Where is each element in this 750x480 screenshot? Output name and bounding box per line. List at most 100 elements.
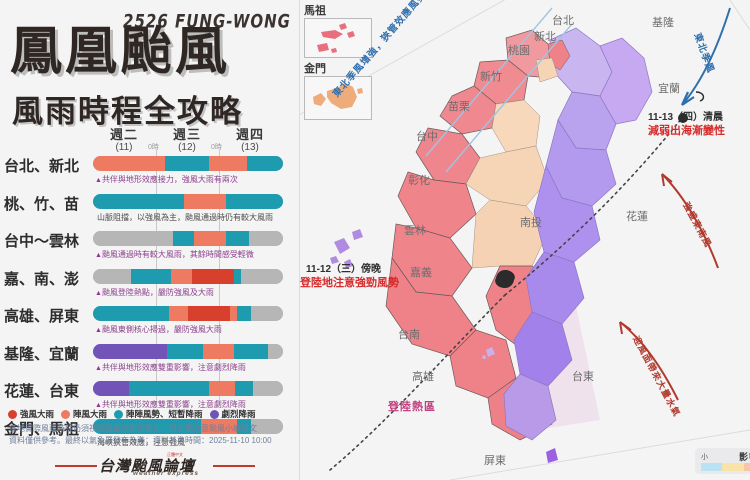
day-number: (13) (241, 142, 259, 153)
severity-segment-breezy-showers (129, 381, 209, 396)
legend-item: 陣風大雨 (61, 408, 107, 420)
severity-segment-none (241, 268, 283, 284)
legend-label: 劇烈降雨 (221, 409, 256, 419)
day-name: 週三 (172, 127, 201, 142)
landfall-text-label: 登陸地注意強勁風勢 (300, 277, 399, 289)
region-label: 基隆、宜蘭 (4, 345, 80, 363)
landfall-zone-label: 登陸熱區 (388, 401, 436, 413)
place-label-nantou: 南投 (520, 217, 542, 229)
midnight-label-1: 0時 (148, 144, 159, 151)
map-panel: 馬祖 金門 台北 (300, 0, 750, 480)
severity-segment-none (267, 343, 283, 359)
exit-text-label: 減弱出海漸變性 (648, 125, 725, 137)
severity-segment-breezy-showers (131, 268, 171, 284)
brand-rule-left (55, 465, 97, 467)
severity-legend: 強風大雨 陣風大雨 陣陣風勢、短暫降雨 劇烈降雨 (8, 408, 296, 420)
impact-ramp-swatch (722, 463, 744, 471)
page-subtitle: 風雨時程全攻略 (12, 94, 243, 130)
severity-segment-breezy-showers (172, 231, 194, 246)
region-note: 山脈阻擋，以強風為主，颱風通過時仍有較大風雨 (97, 212, 273, 222)
region-note: ▲共伴與地形效應接力，強風大雨有兩次 (95, 175, 238, 184)
brand-rule-right (213, 465, 255, 467)
warning-triangle-icon: ▲ (95, 327, 102, 334)
page-title: 鳳凰颱風 (10, 22, 231, 82)
legend-item: 劇烈降雨 (209, 408, 256, 420)
typhoon-exit-spiral (695, 91, 705, 102)
severity-segment-breezy-showers (225, 193, 283, 209)
region-note: ▲共伴與地形效應雙重影響，注意劇烈降雨 (95, 400, 246, 409)
region-note: ▲颱風登陸熱點，嚴防強風及大雨 (95, 287, 214, 297)
legend-color-dot (209, 409, 219, 419)
warning-triangle-icon: ▲ (95, 177, 102, 184)
place-label-changhua: 彰化 (408, 175, 430, 187)
place-label-kaohsiung: 高雄 (412, 371, 434, 383)
severity-segment-gusty-rain (229, 306, 238, 321)
legend-color-dot (114, 409, 124, 419)
timeline-panel: 2526 FUNG-WONG 鳳凰颱風 風雨時程全攻略 週二 (11) 週三 (… (0, 0, 300, 480)
legend-item: 陣陣風勢、短暫降雨 (114, 408, 203, 420)
impact-ramp-swatch (743, 463, 750, 471)
severity-segment-breezy-showers (93, 306, 169, 321)
severity-segment-breezy-showers (233, 343, 268, 359)
severity-bar (93, 268, 283, 284)
day-column-0: 週二 (11) (96, 124, 152, 153)
severity-segment-none (252, 381, 283, 396)
severity-segment-none (248, 231, 283, 246)
impact-min-label: 小 (701, 454, 708, 461)
severity-segment-breezy-showers (237, 418, 251, 434)
timeline-row: 台中～雲林 ▲颱風通過時有較大風雨，其餘時間感受輕微 (0, 228, 300, 269)
severity-segment-gusty-rain (184, 193, 226, 209)
legend-label: 陣陣風勢、短暫降雨 (126, 409, 203, 419)
place-label-taoyuan: 桃園 (508, 45, 530, 57)
warning-triangle-icon: ▲ (95, 402, 102, 409)
day-number: (12) (178, 142, 196, 153)
severity-segment-gusty-rain (203, 343, 234, 359)
region-note: 海峽狹管效應，注意強風 (97, 437, 185, 447)
severity-bar (93, 306, 283, 321)
inset-box-matsu (304, 18, 372, 58)
kinmen-islands-shape (313, 83, 363, 109)
midnight-label-2: 0時 (211, 144, 222, 151)
timeline-row: 基隆、宜蘭 ▲共伴與地形效應雙重影響，注意劇烈降雨 (0, 341, 300, 382)
taiwan-central-regions (465, 99, 549, 269)
footnote-line-2: 資料僅供參考。最終以氣象署發布為準；資料基準時間：2025-11-10 10:0… (9, 435, 272, 445)
timeline-row: 花蓮、台東 ▲共伴與地形效應雙重影響，注意劇烈降雨 (0, 378, 300, 419)
islet-small-2 (482, 355, 486, 359)
severity-segment-none (250, 306, 283, 321)
warning-triangle-icon: ▲ (95, 252, 102, 259)
warning-triangle-icon: ▲ (95, 364, 102, 372)
exit-date-label: 11-13（四）清晨 (648, 112, 724, 123)
monsoon-band-line-1 (425, 7, 553, 157)
severity-bar (93, 418, 283, 434)
place-label-hsinchu: 新竹 (480, 71, 502, 83)
impact-title: 影響程度 (739, 452, 750, 462)
timeline-row: 嘉、南、澎 ▲颱風登陸熱點，嚴防強風及大雨 (0, 266, 300, 307)
brand-name: 台灣颱風論壇 (99, 458, 196, 475)
region-label: 金門、馬祖 (4, 420, 80, 438)
place-label-taichung: 台中 (416, 131, 438, 143)
penghu-islands (330, 229, 363, 268)
severity-segment-none (93, 231, 173, 246)
place-label-pingtung: 屏東 (484, 455, 506, 467)
severity-bar (93, 193, 283, 209)
severity-bar (93, 231, 283, 246)
islet-lanyu (546, 448, 558, 463)
typhoon-exit-marker (678, 113, 688, 123)
inset-label-kinmen: 金門 (304, 63, 326, 75)
region-label: 桃、竹、苗 (4, 195, 80, 213)
region-label: 台中～雲林 (4, 233, 80, 250)
day-number: (11) (115, 142, 133, 153)
region-label: 高雄、屏東 (4, 308, 80, 325)
place-label-tainan: 台南 (398, 329, 420, 341)
severity-bar (93, 156, 283, 171)
timeline-row: 高雄、屏東 ▲颱風東側核心掃過，嚴防強風大雨 (0, 303, 300, 344)
typhoon-track-northeast (504, 117, 683, 296)
severity-segment-breezy-showers (225, 231, 249, 246)
severity-segment-gusty-rain (193, 231, 226, 246)
severity-segment-none (250, 418, 283, 434)
severity-bar (93, 343, 283, 359)
severity-segment-torrential (93, 381, 130, 396)
place-label-taipei: 台北 (552, 15, 574, 27)
taiwan-map-svg (300, 0, 750, 480)
